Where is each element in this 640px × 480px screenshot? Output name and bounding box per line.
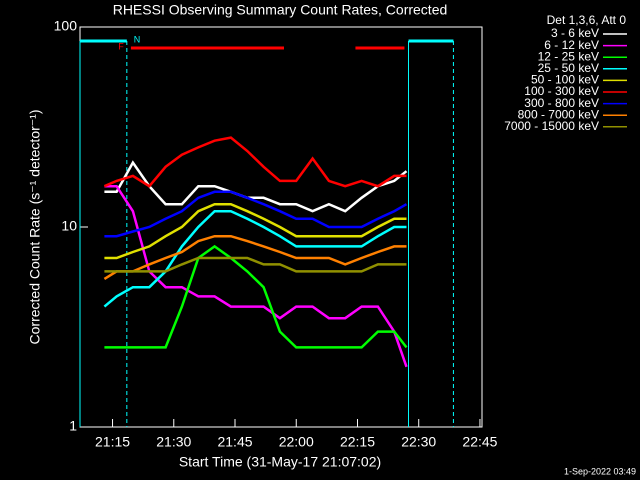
y-tick-label: 10: [61, 218, 77, 234]
series-line: [104, 160, 408, 213]
y-tick-label: 100: [54, 18, 78, 34]
series-line: [103, 234, 407, 280]
x-tick-label: 22:30: [401, 434, 436, 450]
footer: 1-Sep-2022 03:49: [564, 466, 636, 476]
x-axis-label: Start Time (31-May-17 21:07:02): [179, 454, 381, 470]
legend-title: Det 1,3,6, Att 0: [547, 13, 627, 27]
chart-title: RHESSI Observing Summary Count Rates, Co…: [113, 2, 448, 18]
x-tick-label: 22:45: [462, 434, 497, 450]
legend-label: 25 - 50 keV: [538, 61, 599, 75]
series-line: [104, 202, 407, 260]
series-line: [103, 136, 407, 188]
y-tick-label: 1: [69, 418, 77, 434]
annotation: N: [134, 34, 141, 44]
legend-label: 300 - 800 keV: [524, 96, 599, 110]
series-line: [104, 184, 408, 368]
annotation: F: [118, 41, 124, 51]
legend-label: 800 - 7000 keV: [518, 107, 599, 121]
legend-label: 7000 - 15000 keV: [504, 119, 599, 133]
legend-label: 12 - 25 keV: [538, 49, 599, 63]
x-tick-label: 21:15: [95, 434, 130, 450]
x-tick-label: 21:30: [156, 434, 191, 450]
x-tick-label: 22:00: [279, 434, 314, 450]
legend-label: 3 - 6 keV: [551, 26, 599, 40]
y-axis-label: Corrected Count Rate (s⁻¹ detector⁻¹): [27, 110, 43, 345]
legend-label: 50 - 100 keV: [531, 73, 599, 87]
x-tick-label: 21:45: [217, 434, 252, 450]
series-line: [104, 256, 407, 273]
series-line: [103, 209, 407, 308]
series-line: [104, 190, 408, 238]
x-tick-label: 22:15: [340, 434, 375, 450]
legend-label: 100 - 300 keV: [524, 84, 599, 98]
legend-label: 6 - 12 keV: [544, 38, 599, 52]
series-line: [104, 244, 408, 349]
